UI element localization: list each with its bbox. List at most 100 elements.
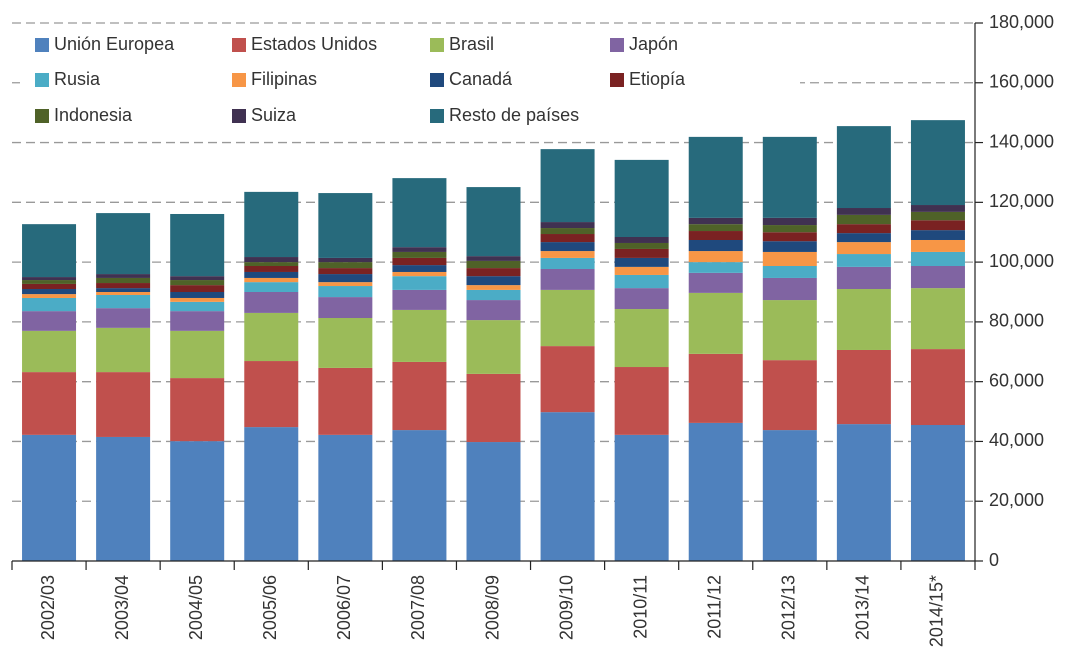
bar-segment <box>318 318 373 368</box>
x-tick-label: 2005/06 <box>260 575 280 640</box>
bar-segment <box>244 312 299 362</box>
bar-segment <box>688 353 743 423</box>
legend-swatch <box>610 73 624 87</box>
y-tick-label: 0 <box>989 550 999 570</box>
bar-segment <box>836 126 891 209</box>
bar-segment <box>318 193 373 258</box>
bar-segment <box>170 330 225 379</box>
legend-swatch <box>430 109 444 123</box>
bar-segment <box>318 297 373 319</box>
bar-segment <box>244 361 299 428</box>
bar-segment <box>836 242 891 255</box>
y-tick-label: 160,000 <box>989 72 1054 92</box>
bar-segment <box>540 228 595 235</box>
bar-segment <box>540 242 595 252</box>
legend-label: Japón <box>629 34 678 54</box>
bar-segment <box>614 434 669 561</box>
bar-segment <box>96 288 151 292</box>
bar-segment <box>836 254 891 267</box>
bar-segment <box>244 282 299 292</box>
bar-segment <box>466 300 521 321</box>
bar-segment <box>540 222 595 229</box>
bar-segment <box>836 349 891 425</box>
bar-segment <box>244 191 299 258</box>
bar-segment <box>762 265 817 278</box>
bar-segment <box>244 265 299 272</box>
bar-segment <box>910 239 965 252</box>
bar-segment <box>96 436 151 561</box>
bar-segment <box>836 208 891 215</box>
bar-segment <box>96 213 151 275</box>
y-tick-label: 40,000 <box>989 430 1044 450</box>
legend-label: Etiopía <box>629 69 686 89</box>
bar-segment <box>392 361 447 431</box>
bar-segment <box>170 311 225 331</box>
bar-segment <box>392 257 447 266</box>
bar-segment <box>836 224 891 234</box>
y-tick-label: 120,000 <box>989 191 1054 211</box>
bar-segment <box>466 320 521 374</box>
legend-label: Rusia <box>54 69 101 89</box>
bar-segment <box>22 330 77 373</box>
bar-segment <box>96 274 151 278</box>
bar-segment <box>318 282 373 287</box>
legend-label: Canadá <box>449 69 513 89</box>
bar-segment <box>170 292 225 298</box>
x-tick-label: 2014/15* <box>927 575 947 647</box>
bar-segment <box>22 283 77 290</box>
legend-swatch <box>35 73 49 87</box>
bar-segment <box>762 217 817 226</box>
legend-swatch <box>430 73 444 87</box>
bar-segment <box>318 286 373 298</box>
y-tick-label: 180,000 <box>989 12 1054 32</box>
bar-segment <box>392 251 447 258</box>
bar-segment <box>392 276 447 290</box>
bar-segment <box>762 136 817 218</box>
bar-segment <box>540 289 595 347</box>
legend-label: Estados Unidos <box>251 34 377 54</box>
bar-segment <box>762 430 817 561</box>
x-tick-label: 2013/14 <box>853 575 873 640</box>
bar-segment <box>392 178 447 248</box>
bar-segment <box>910 265 965 289</box>
x-tick-label: 2004/05 <box>186 575 206 640</box>
bar-segment <box>96 308 151 328</box>
bar-segment <box>614 242 669 249</box>
bar-segment <box>170 285 225 292</box>
legend-swatch <box>35 109 49 123</box>
bar-segment <box>614 288 669 310</box>
bar-segment <box>614 159 669 238</box>
bar-segment <box>836 214 891 225</box>
bar-segment <box>244 277 299 283</box>
y-tick-label: 80,000 <box>989 311 1044 331</box>
bar-segment <box>244 262 299 266</box>
bar-segment <box>910 425 965 561</box>
bar-segment <box>170 280 225 286</box>
bar-segment <box>614 309 669 368</box>
x-tick-label: 2006/07 <box>334 575 354 640</box>
legend-swatch <box>430 38 444 52</box>
bar-segment <box>614 237 669 243</box>
bar-segment <box>170 276 225 281</box>
bar-segment <box>762 241 817 252</box>
bar-segment <box>466 268 521 277</box>
bar-segment <box>392 289 447 310</box>
bar-segment <box>170 213 225 277</box>
x-tick-label: 2009/10 <box>556 575 576 640</box>
bar-segment <box>910 220 965 231</box>
bar-segment <box>910 211 965 221</box>
bar-segment <box>762 300 817 361</box>
bar-segment <box>244 292 299 313</box>
legend-swatch <box>232 73 246 87</box>
legend-background <box>20 27 800 131</box>
bar-segment <box>466 373 521 443</box>
bar-segment <box>614 367 669 435</box>
bar-segment <box>688 217 743 225</box>
x-tick-label: 2011/12 <box>704 575 724 639</box>
x-tick-label: 2007/08 <box>408 575 428 640</box>
bar-segment <box>244 257 299 263</box>
y-tick-label: 100,000 <box>989 251 1054 271</box>
bar-segment <box>392 247 447 252</box>
y-tick-label: 60,000 <box>989 370 1044 390</box>
bar-segment <box>836 289 891 350</box>
